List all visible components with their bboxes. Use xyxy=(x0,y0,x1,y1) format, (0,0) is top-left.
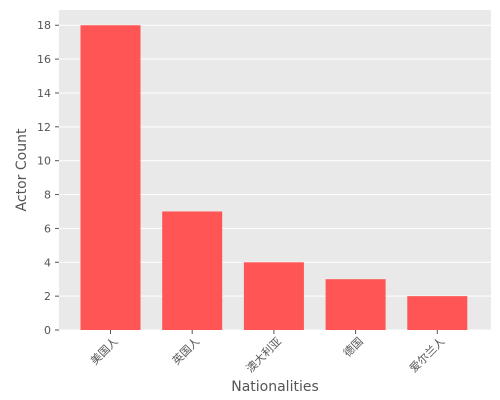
bar xyxy=(407,296,468,330)
bars xyxy=(80,25,468,330)
bar xyxy=(80,25,141,330)
y-tick-label: 18 xyxy=(37,19,51,32)
y-tick-label: 8 xyxy=(44,189,51,202)
y-axis-title: Actor Count xyxy=(14,128,30,211)
y-tick-label: 10 xyxy=(37,155,51,168)
y-axis-ticks: 0 2 4 6 8 10 12 14 16 18 xyxy=(37,19,59,337)
bar xyxy=(325,279,386,330)
x-axis-ticks: 美国人 英国人 澳大利亚 德国 爱尔兰人 xyxy=(88,330,447,375)
bar xyxy=(243,262,304,330)
y-tick-label: 2 xyxy=(44,290,51,303)
x-tick-label: 爱尔兰人 xyxy=(407,335,447,375)
x-tick-label: 德国 xyxy=(340,334,365,359)
x-axis-title: Nationalities xyxy=(231,379,319,395)
y-tick-label: 4 xyxy=(44,256,51,269)
y-tick-label: 14 xyxy=(37,87,51,100)
bar xyxy=(162,211,223,330)
y-tick-label: 12 xyxy=(37,121,51,134)
x-tick-label: 英国人 xyxy=(169,334,202,367)
x-tick-label: 美国人 xyxy=(88,335,121,368)
y-tick-label: 0 xyxy=(44,324,51,337)
x-tick-label: 澳大利亚 xyxy=(243,334,284,375)
y-tick-label: 16 xyxy=(37,53,51,66)
y-tick-label: 6 xyxy=(44,222,51,235)
